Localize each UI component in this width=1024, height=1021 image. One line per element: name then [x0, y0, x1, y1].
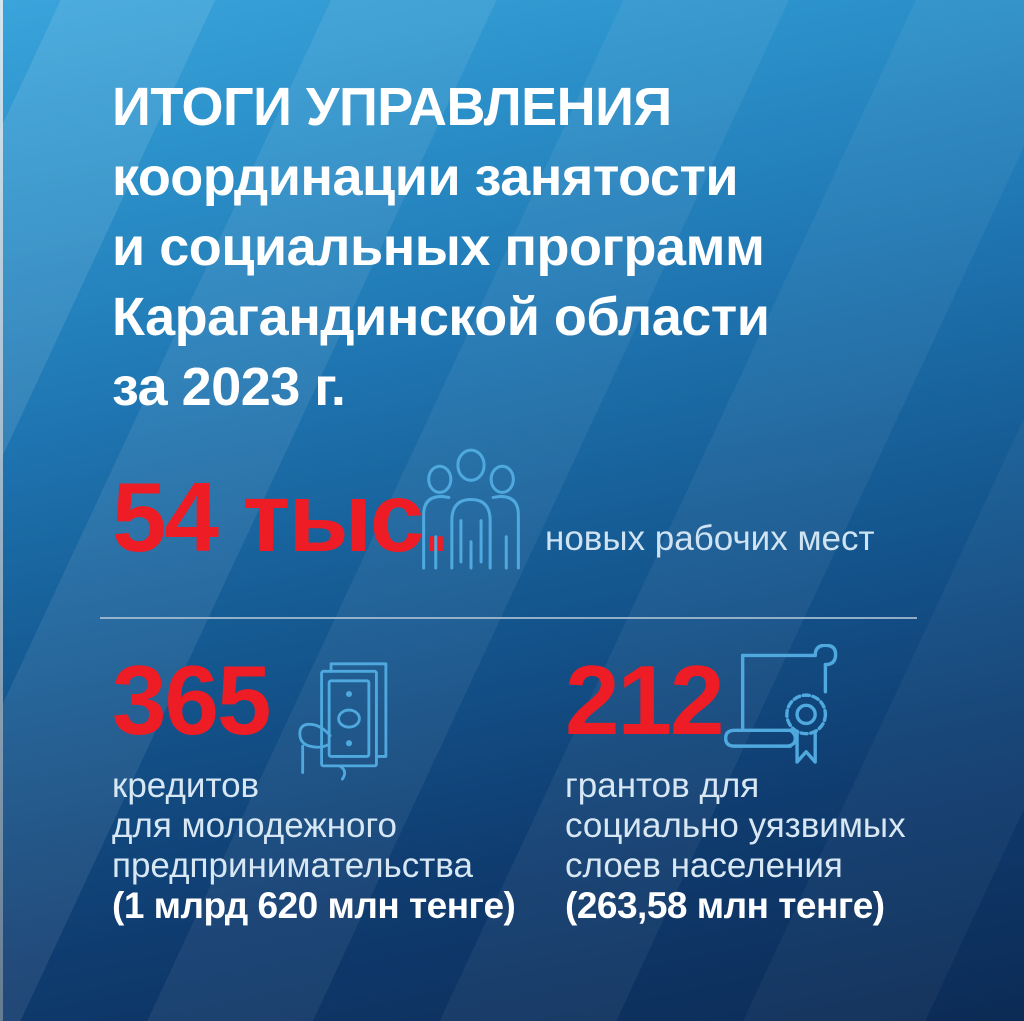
title-line-5: за 2023 г.	[112, 357, 346, 417]
credits-desc-line-2: для молодежного	[112, 806, 397, 845]
grants-amount: (263,58 млн тенге)	[565, 885, 885, 926]
grants-desc-line-2: социально уязвимых	[565, 806, 906, 845]
grants-description: грантов для социально уязвимых слоев нас…	[565, 766, 906, 926]
money-in-hand-icon	[297, 658, 401, 788]
credits-description: кредитов для молодежного предприниматель…	[112, 766, 516, 926]
title-line-4: Карагандинской области	[112, 287, 770, 347]
grants-desc-line-1: грантов для	[565, 766, 760, 805]
jobs-label: новых рабочих мест	[545, 519, 875, 558]
credits-desc-line-1: кредитов	[112, 766, 260, 805]
credits-desc-line-3: предпринимательства	[112, 846, 473, 885]
title-line-1: ИТОГИ УПРАВЛЕНИЯ	[112, 77, 672, 137]
grants-desc-line-3: слоев населения	[565, 846, 843, 885]
section-divider	[100, 617, 917, 619]
grants-count-value: 212	[565, 645, 725, 755]
credits-count-value: 365	[112, 645, 272, 755]
page-title: ИТОГИ УПРАВЛЕНИЯ координации занятости и…	[112, 72, 770, 422]
title-line-2: координации занятости	[112, 147, 739, 207]
jobs-count-value: 54 тыс.	[112, 462, 450, 572]
people-group-icon	[415, 440, 527, 576]
credits-amount: (1 млрд 620 млн тенге)	[112, 885, 516, 926]
title-line-3: и социальных программ	[112, 217, 765, 277]
certificate-icon	[720, 643, 856, 783]
